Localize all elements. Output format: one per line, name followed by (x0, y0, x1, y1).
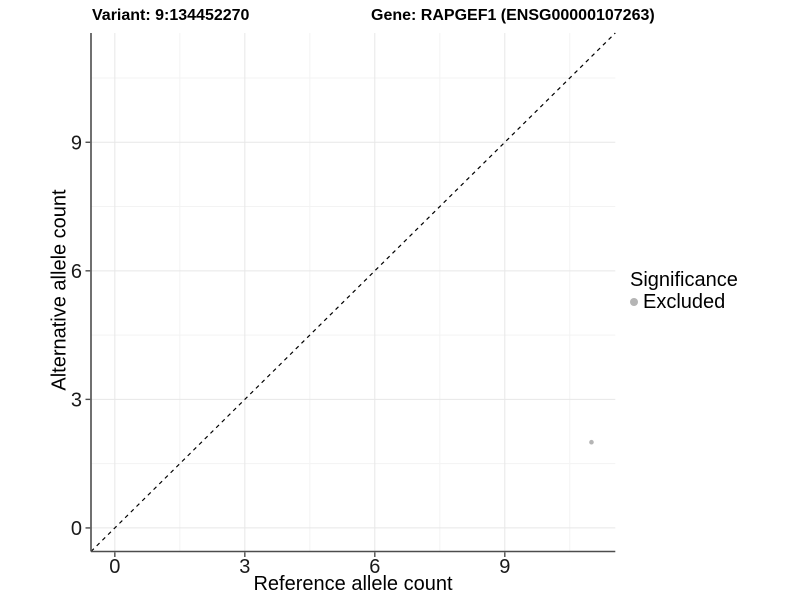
legend-item: Excluded (630, 291, 738, 313)
y-tick-label: 3 (71, 389, 82, 411)
gene-title: Gene: RAPGEF1 (ENSG00000107263) (371, 7, 655, 24)
y-tick-label: 9 (71, 132, 82, 154)
legend-title: Significance (630, 269, 738, 291)
x-axis-title: Reference allele count (253, 573, 453, 595)
x-tick-label: 0 (109, 556, 120, 578)
y-tick-label: 0 (71, 518, 82, 540)
legend-items: Excluded (630, 291, 738, 313)
identity-dashed-line (90, 32, 616, 552)
x-tick-label: 9 (499, 556, 510, 578)
legend-key-dot (630, 298, 638, 306)
legend-item-label: Excluded (643, 291, 726, 313)
legend: Significance Excluded (630, 269, 738, 313)
y-axis-title: Alternative allele count (48, 189, 71, 391)
y-tick-label: 6 (71, 261, 82, 283)
x-tick-label: 6 (369, 556, 380, 578)
variant-title: Variant: 9:134452270 (92, 7, 250, 24)
x-tick-label: 3 (239, 556, 250, 578)
data-point (589, 439, 594, 445)
